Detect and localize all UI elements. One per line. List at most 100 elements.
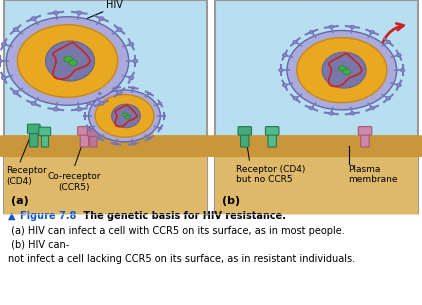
Bar xyxy=(4,0,207,214)
Circle shape xyxy=(370,30,374,34)
FancyBboxPatch shape xyxy=(238,127,252,135)
FancyBboxPatch shape xyxy=(87,128,99,136)
Text: Receptor
(CD4): Receptor (CD4) xyxy=(6,166,47,186)
FancyBboxPatch shape xyxy=(39,127,51,136)
Circle shape xyxy=(31,17,36,20)
Circle shape xyxy=(343,69,351,74)
Text: Co-receptor
(CCR5): Co-receptor (CCR5) xyxy=(47,172,100,192)
Circle shape xyxy=(148,92,151,95)
Circle shape xyxy=(95,95,154,137)
Circle shape xyxy=(297,38,387,103)
FancyBboxPatch shape xyxy=(358,127,372,135)
Circle shape xyxy=(129,76,134,80)
Circle shape xyxy=(397,53,401,57)
Text: Figure 7.8: Figure 7.8 xyxy=(20,211,76,221)
Circle shape xyxy=(0,59,2,63)
Circle shape xyxy=(287,30,397,110)
Circle shape xyxy=(293,40,298,44)
Circle shape xyxy=(329,25,333,29)
Circle shape xyxy=(99,102,104,105)
Circle shape xyxy=(122,113,127,117)
Circle shape xyxy=(386,40,391,44)
Circle shape xyxy=(132,87,135,89)
Circle shape xyxy=(400,69,405,72)
Polygon shape xyxy=(4,146,207,214)
Polygon shape xyxy=(215,146,418,214)
FancyBboxPatch shape xyxy=(27,124,40,134)
Circle shape xyxy=(53,107,58,111)
Ellipse shape xyxy=(112,104,140,127)
Text: (b): (b) xyxy=(222,196,240,206)
Circle shape xyxy=(329,112,333,115)
FancyBboxPatch shape xyxy=(203,135,422,157)
Text: (b) HIV can-: (b) HIV can- xyxy=(8,240,70,250)
Circle shape xyxy=(309,30,314,34)
Text: Receptor (CD4)
but no CCR5: Receptor (CD4) but no CCR5 xyxy=(236,165,306,184)
Circle shape xyxy=(125,115,130,119)
FancyBboxPatch shape xyxy=(361,131,369,147)
FancyBboxPatch shape xyxy=(41,131,49,147)
Circle shape xyxy=(370,106,374,110)
Circle shape xyxy=(53,11,58,15)
Circle shape xyxy=(159,127,162,129)
Circle shape xyxy=(117,28,122,31)
Circle shape xyxy=(117,91,122,94)
Text: (a): (a) xyxy=(11,196,28,206)
FancyBboxPatch shape xyxy=(80,131,89,147)
FancyBboxPatch shape xyxy=(78,127,91,135)
Circle shape xyxy=(69,60,77,66)
Circle shape xyxy=(159,102,162,105)
Circle shape xyxy=(148,137,151,139)
Circle shape xyxy=(1,76,6,80)
Bar xyxy=(215,0,418,214)
Ellipse shape xyxy=(322,52,366,88)
Circle shape xyxy=(132,143,135,145)
Circle shape xyxy=(83,115,86,117)
Text: HIV: HIV xyxy=(106,0,123,10)
Circle shape xyxy=(350,25,354,29)
Circle shape xyxy=(163,115,166,117)
Circle shape xyxy=(1,42,6,46)
Circle shape xyxy=(17,25,118,97)
Circle shape xyxy=(87,102,90,105)
Circle shape xyxy=(338,66,346,71)
Circle shape xyxy=(6,17,129,105)
Circle shape xyxy=(133,59,138,63)
Circle shape xyxy=(282,84,287,87)
Circle shape xyxy=(282,53,287,57)
Circle shape xyxy=(114,143,117,145)
FancyBboxPatch shape xyxy=(268,131,276,147)
Circle shape xyxy=(77,107,82,111)
Circle shape xyxy=(99,17,104,20)
Ellipse shape xyxy=(46,41,95,81)
Circle shape xyxy=(386,97,391,100)
Circle shape xyxy=(77,11,82,15)
Text: The genetic basis for HIV resistance.: The genetic basis for HIV resistance. xyxy=(80,211,286,221)
FancyBboxPatch shape xyxy=(241,131,249,147)
Circle shape xyxy=(64,56,73,62)
FancyBboxPatch shape xyxy=(0,135,219,157)
Circle shape xyxy=(13,91,18,94)
Text: Plasma
membrane: Plasma membrane xyxy=(348,165,398,184)
FancyBboxPatch shape xyxy=(90,132,97,147)
Circle shape xyxy=(293,97,298,100)
Circle shape xyxy=(31,102,36,105)
Circle shape xyxy=(309,106,314,110)
Circle shape xyxy=(114,87,117,89)
FancyBboxPatch shape xyxy=(30,129,38,147)
Text: (a) HIV can infect a cell with CCR5 on its surface, as in most people.: (a) HIV can infect a cell with CCR5 on i… xyxy=(8,226,345,236)
Circle shape xyxy=(98,92,101,95)
Circle shape xyxy=(279,69,283,72)
Ellipse shape xyxy=(95,116,154,149)
Text: ▲: ▲ xyxy=(8,211,19,221)
Circle shape xyxy=(13,28,18,31)
Circle shape xyxy=(397,84,401,87)
Circle shape xyxy=(87,127,90,129)
Circle shape xyxy=(98,137,101,139)
Circle shape xyxy=(350,112,354,115)
FancyBboxPatch shape xyxy=(265,127,279,135)
Text: not infect a cell lacking CCR5 on its surface, as in resistant individuals.: not infect a cell lacking CCR5 on its su… xyxy=(8,253,355,264)
Circle shape xyxy=(129,42,134,46)
Circle shape xyxy=(89,90,160,142)
